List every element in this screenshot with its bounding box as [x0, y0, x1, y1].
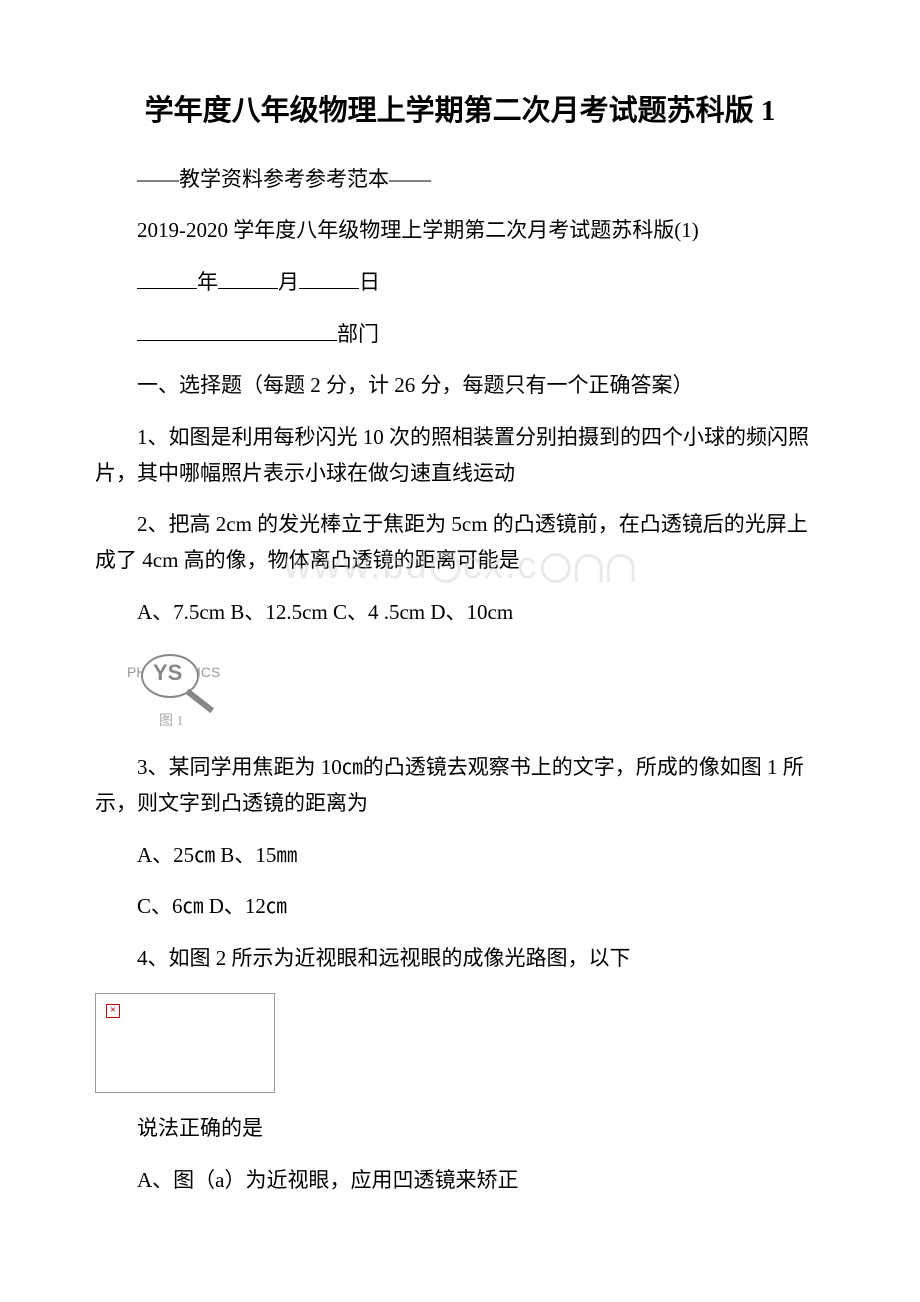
dept-label: 部门 [337, 322, 379, 346]
broken-image-placeholder: × [95, 993, 275, 1093]
error-icon: × [106, 1004, 120, 1018]
year-blank [137, 268, 197, 289]
document-title: 学年度八年级物理上学期第二次月考试题苏科版 1 [95, 90, 825, 134]
question-4-option-a: A、图（a）为近视眼，应用凹透镜来矫正 [95, 1163, 825, 1199]
dept-blank [137, 320, 337, 341]
ys-text: YS [153, 660, 182, 686]
question-3-options-1: A、25㎝ B、15㎜ [95, 838, 825, 874]
day-blank [299, 268, 359, 289]
dept-line: 部门 [95, 317, 825, 353]
question-3-options-2: C、6㎝ D、12㎝ [95, 889, 825, 925]
question-1: 1、如图是利用每秒闪光 10 次的照相装置分别拍摄到的四个小球的频闪照片，其中哪… [95, 420, 825, 491]
question-3: 3、某同学用焦距为 10㎝的凸透镜去观察书上的文字，所成的像如图 1 所示，则文… [95, 750, 825, 821]
magnifier-figure: PH YS ICS 图 1 [127, 646, 825, 736]
figure-label: 图 1 [159, 710, 184, 730]
year-label: 年 [197, 270, 218, 294]
doc-info-line: 2019-2020 学年度八年级物理上学期第二次月考试题苏科版(1) [95, 213, 825, 249]
question-2-options: A、7.5cm B、12.5cm C、4 .5cm D、10cm [95, 595, 825, 631]
question-4: 4、如图 2 所示为近视眼和远视眼的成像光路图，以下 [95, 941, 825, 977]
month-blank [218, 268, 278, 289]
magnifier-handle-icon [185, 689, 214, 713]
section-header: 一、选择题（每题 2 分，计 26 分，每题只有一个正确答案） [95, 368, 825, 404]
month-label: 月 [278, 270, 299, 294]
ics-text: ICS [197, 664, 220, 680]
date-line: 年月日 [95, 265, 825, 301]
day-label: 日 [359, 270, 380, 294]
question-4-continuation: 说法正确的是 [95, 1111, 825, 1147]
error-x-symbol: × [110, 1005, 116, 1016]
subtitle: ——教学资料参考参考范本—— [95, 162, 825, 198]
question-2: 2、把高 2cm 的发光棒立于焦距为 5cm 的凸透镜前，在凸透镜后的光屏上成了… [95, 507, 825, 578]
